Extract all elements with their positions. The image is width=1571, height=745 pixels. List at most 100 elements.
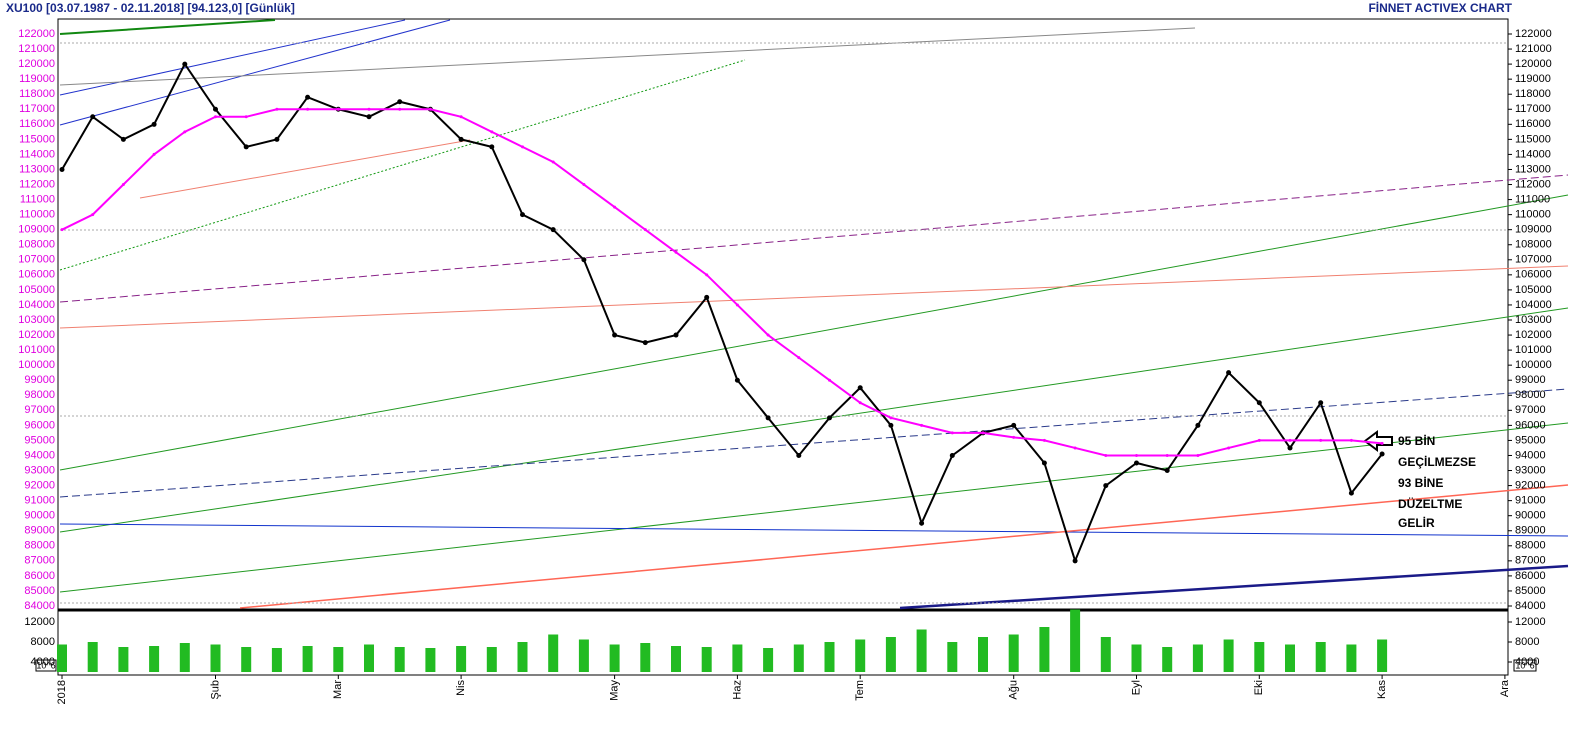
y-tick-label: 91000 (24, 495, 55, 507)
volume-bar (517, 642, 528, 672)
volume-bar (1100, 637, 1111, 672)
y-tick-label: 115000 (1515, 133, 1551, 145)
y-tick-label: 119000 (19, 73, 55, 85)
point (213, 106, 218, 112)
y-tick-label: 112000 (1515, 178, 1551, 190)
y-tick-label: 105000 (18, 284, 55, 296)
x-tick-label: Kas (1376, 680, 1388, 699)
point (305, 94, 311, 100)
y-tick-label: 106000 (18, 269, 55, 281)
volume-bar (486, 647, 497, 672)
y-tick-label: 4000 (31, 656, 55, 668)
volume-bar (364, 644, 374, 672)
y-tick-label: 97000 (1515, 404, 1546, 416)
point (857, 385, 863, 391)
y-tick-label: 85000 (1515, 585, 1546, 597)
y-tick-label: 100000 (1515, 359, 1552, 371)
point (336, 107, 340, 111)
y-tick-label: 103000 (1515, 314, 1552, 326)
point (459, 115, 463, 119)
volume-bar (1223, 639, 1234, 672)
source: FİNNET ACTIVEX CHART (1368, 0, 1512, 15)
point (582, 183, 586, 187)
y-tick-label: 89000 (1515, 525, 1546, 537)
y-tick-label: 111000 (20, 193, 55, 205)
volume-bar (916, 629, 927, 672)
point (765, 415, 771, 421)
volume-bar (1192, 644, 1203, 672)
y-tick-label: 117000 (1515, 103, 1551, 115)
volume-bar (1346, 644, 1357, 672)
annotation: 95 BİN (1398, 433, 1435, 448)
y-tick-label: 114000 (1515, 148, 1551, 160)
trend-line (139, 139, 471, 199)
y-tick-label: 122000 (18, 28, 55, 40)
y-tick-label: 120000 (1515, 58, 1552, 70)
x-tick-label: Eki (1253, 680, 1265, 695)
point (182, 61, 188, 67)
y-tick-label: 102000 (1515, 329, 1552, 341)
point (1380, 441, 1384, 445)
point (397, 99, 403, 105)
y-tick-label: 88000 (24, 540, 55, 552)
point (1135, 453, 1138, 457)
y-tick-label: 4000 (1515, 656, 1539, 668)
plot-frame (57, 18, 1509, 676)
trend-line (59, 27, 1196, 86)
y-tick-label: 118000 (1515, 88, 1551, 100)
y-tick-label: 121000 (18, 43, 55, 55)
volume-bar (425, 648, 436, 672)
volume-bar (793, 644, 804, 672)
point (244, 115, 248, 119)
y-tick-label: 98000 (24, 389, 55, 401)
y-tick-label: 107000 (18, 254, 55, 266)
y-tick-label: 112000 (19, 178, 55, 190)
y-tick-label: 92000 (1515, 479, 1546, 491)
y-tick-label: 99000 (1515, 374, 1546, 386)
trend-lines (59, 19, 1569, 610)
point (827, 415, 832, 421)
point (981, 431, 985, 435)
x-tick-label: Haz (731, 680, 743, 700)
volume-bar (179, 643, 190, 672)
point (550, 227, 556, 233)
point (1226, 370, 1232, 376)
chart-title: XU100 [03.07.1987 - 02.11.2018] [94.123,… (6, 1, 295, 15)
point (490, 130, 494, 134)
point (1319, 438, 1323, 442)
volume-bar (763, 648, 774, 672)
point (1072, 558, 1078, 564)
y-tick-label: 101000 (18, 344, 55, 356)
point (121, 183, 125, 187)
point (1287, 445, 1293, 451)
y-tick-label: 94000 (24, 449, 55, 461)
y-tick-label: 122000 (1515, 28, 1552, 40)
y-tick-label: 116000 (19, 118, 55, 130)
x-tick-label: 2018 (56, 680, 68, 704)
point (612, 332, 618, 338)
y-tick-label: 96000 (1515, 419, 1546, 431)
point (1042, 438, 1046, 442)
point (1348, 490, 1354, 496)
volume-bar (1377, 639, 1388, 672)
y-tick-label: 104000 (1515, 299, 1552, 311)
point (151, 121, 157, 127)
point (642, 340, 648, 346)
point (796, 452, 802, 458)
volume-bar (394, 647, 405, 672)
trend-line (59, 265, 1569, 329)
annotation: GEÇİLMEZSE (1398, 454, 1476, 469)
y-tick-label: 97000 (24, 404, 55, 416)
point (1103, 483, 1109, 489)
volume-bar (241, 647, 252, 672)
point (889, 416, 893, 420)
point (919, 520, 925, 526)
volume-unit: 10^6 (36, 660, 55, 670)
point (1011, 422, 1017, 428)
volume-bar (149, 646, 160, 672)
volume-bar (1254, 642, 1265, 672)
volume-bar (978, 637, 988, 672)
point (274, 136, 280, 142)
volume-bar (1162, 647, 1173, 672)
